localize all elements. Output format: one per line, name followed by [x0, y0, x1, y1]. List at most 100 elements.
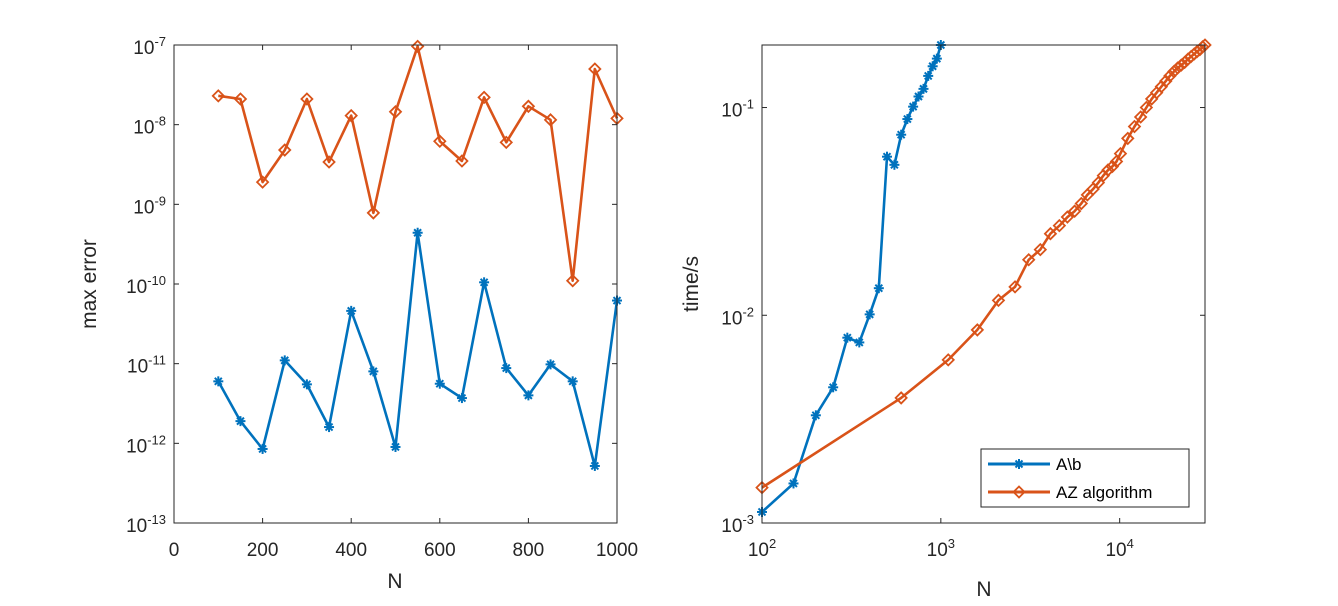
- right-xlabel: N: [976, 578, 991, 601]
- data-point: [991, 293, 1006, 308]
- data-point: [366, 206, 381, 220]
- data-point: [279, 355, 290, 366]
- data-point: [567, 376, 578, 387]
- data-point: [1158, 74, 1173, 88]
- data-point: [455, 154, 469, 168]
- data-point: [1139, 100, 1154, 115]
- data-point: [255, 175, 270, 189]
- x-tick-label: 103: [927, 536, 955, 561]
- data-point: [1133, 110, 1148, 124]
- data-point: [873, 283, 884, 294]
- data-point: [1033, 242, 1048, 257]
- legend-box: [980, 448, 1190, 508]
- legend-marker-diamond: [1012, 485, 1026, 499]
- data-point: [923, 70, 934, 81]
- data-point: [810, 410, 821, 421]
- data-point: [589, 460, 600, 471]
- data-point: [521, 99, 536, 114]
- legend-label-a-backslash-b: A\b: [1056, 455, 1082, 474]
- data-point: [854, 337, 865, 348]
- data-point: [433, 134, 447, 148]
- data-point: [523, 390, 534, 401]
- data-point: [213, 376, 224, 387]
- x-tick-label: 200: [247, 540, 279, 561]
- data-point: [908, 101, 919, 112]
- left-xlabel: N: [387, 570, 402, 593]
- data-point: [479, 277, 490, 288]
- data-point: [931, 53, 942, 64]
- x-tick-label: 0: [169, 540, 180, 561]
- y-tick-label: 10-2: [721, 304, 754, 329]
- data-point: [894, 391, 908, 405]
- data-point: [368, 366, 379, 377]
- data-point: [1052, 218, 1067, 233]
- data-point: [1121, 131, 1135, 146]
- data-point: [211, 89, 226, 103]
- data-point: [499, 135, 514, 150]
- data-point: [1074, 196, 1089, 211]
- data-point: [324, 422, 335, 433]
- y-tick-label: 10-3: [721, 512, 754, 537]
- data-point: [902, 114, 913, 125]
- data-point: [477, 90, 491, 105]
- legend: A\b AZ algorithm: [980, 448, 1190, 508]
- data-point: [301, 379, 312, 390]
- data-point: [882, 151, 893, 162]
- data-point: [543, 113, 558, 127]
- y-tick-label: 10-7: [133, 34, 166, 59]
- data-point: [565, 273, 580, 288]
- data-point: [322, 155, 336, 169]
- data-point: [918, 83, 929, 94]
- x-tick-label: 102: [748, 536, 776, 561]
- data-point: [913, 91, 924, 102]
- legend-entry-a-backslash-b: A\b: [988, 455, 1082, 474]
- legend-entry-az-algorithm: AZ algorithm: [988, 483, 1152, 502]
- data-point: [1163, 69, 1177, 83]
- data-point: [277, 143, 292, 157]
- x-tick-label: 104: [1105, 536, 1133, 561]
- data-point: [970, 323, 985, 337]
- data-point: [300, 92, 314, 106]
- y-tick-label: 10-13: [126, 512, 166, 537]
- data-point: [456, 393, 467, 404]
- y-tick-label: 10-8: [133, 114, 166, 139]
- data-point: [828, 382, 839, 393]
- data-point: [545, 359, 556, 370]
- data-point: [434, 378, 445, 389]
- y-tick-label: 10-12: [126, 432, 166, 457]
- data-point: [388, 105, 403, 119]
- data-point: [1193, 42, 1207, 57]
- data-point: [501, 363, 512, 374]
- legend-label-az-algorithm: AZ algorithm: [1056, 483, 1152, 502]
- x-tick-label: 400: [335, 540, 367, 561]
- data-point: [1174, 58, 1189, 72]
- y-tick-label: 10-9: [133, 193, 166, 218]
- data-point: [927, 61, 938, 72]
- data-point: [1067, 204, 1082, 218]
- data-point: [896, 129, 907, 140]
- right-panel-timing-plot: 102 103 104 10-3 10-2 10-1 N time/s A\b AZ al…: [680, 38, 1212, 601]
- data-point: [1167, 64, 1181, 79]
- data-point: [1060, 210, 1075, 224]
- data-point: [1008, 280, 1022, 294]
- series-line-az-algorithm: [218, 45, 619, 283]
- data-point: [233, 92, 248, 106]
- left-ylabel: max error: [78, 239, 101, 329]
- x-tick-label: 800: [513, 540, 545, 561]
- data-point: [344, 108, 358, 123]
- data-point: [889, 159, 900, 170]
- x-tick-label: 1000: [596, 540, 638, 561]
- data-point: [390, 441, 401, 452]
- data-point: [257, 443, 268, 454]
- y-tick-label: 10-10: [126, 273, 166, 298]
- left-panel-error-plot: 0 200 400 600 800 1000 10-13 10-12 10-11 10-10 10-…: [78, 34, 638, 593]
- x-tick-label: 600: [424, 540, 456, 561]
- data-point: [235, 416, 246, 427]
- data-point: [1127, 119, 1142, 134]
- data-point: [588, 62, 602, 76]
- data-point: [1113, 146, 1128, 161]
- data-point: [412, 227, 423, 238]
- data-point: [1170, 61, 1185, 75]
- y-tick-label: 10-11: [127, 353, 166, 378]
